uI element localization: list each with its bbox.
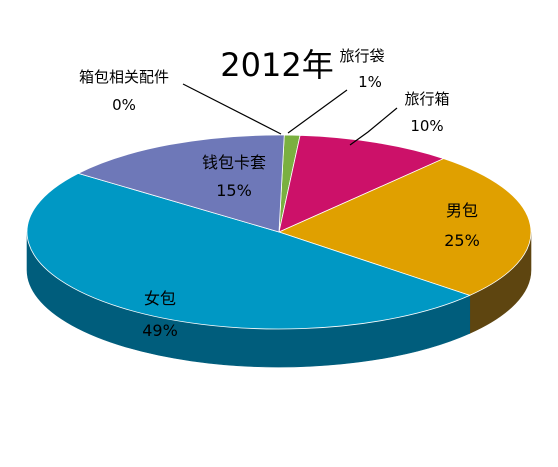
- slice-labels: 旅行袋 1% 旅行箱 10% 男包 25% 女包 49% 钱包卡套 15% 箱包相关配件 0%: [79, 47, 480, 340]
- slice-percent-3: 49%: [142, 321, 178, 340]
- slice-4: [77, 134, 285, 233]
- slice-percent-1: 10%: [410, 117, 443, 135]
- chart-title: 2012年: [220, 46, 333, 84]
- slice-percent-4: 15%: [216, 181, 252, 200]
- slice-percent-0: 1%: [358, 73, 382, 91]
- slice-label-2: 男包: [446, 201, 478, 220]
- leader-line-5: [182, 83, 282, 135]
- slice-1: [278, 134, 445, 233]
- slice-label-3: 女包: [144, 289, 176, 308]
- slice-label-1: 旅行箱: [404, 90, 449, 108]
- leader-line-1: [349, 107, 398, 146]
- leader-lines: [182, 83, 398, 146]
- slice-3: [26, 172, 471, 330]
- slice-percent-2: 25%: [444, 231, 480, 250]
- slice-label-4: 钱包卡套: [202, 153, 266, 172]
- pie-slices: [26, 134, 532, 330]
- slice-label-5: 箱包相关配件: [79, 68, 169, 86]
- leader-line-0: [287, 89, 348, 134]
- slice-label-0: 旅行袋: [339, 47, 384, 65]
- slice-2: [277, 158, 532, 296]
- slice-percent-5: 0%: [112, 96, 136, 114]
